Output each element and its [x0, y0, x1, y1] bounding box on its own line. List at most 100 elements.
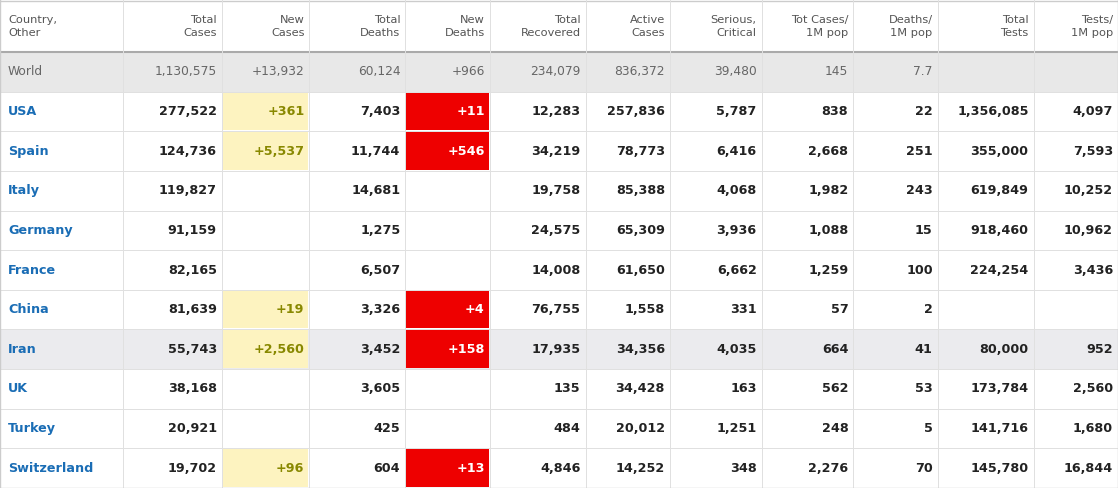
Text: Cases: Cases [271, 28, 304, 38]
Text: 15: 15 [915, 224, 932, 237]
Text: Tot Cases/: Tot Cases/ [790, 15, 849, 25]
Text: 41: 41 [915, 343, 932, 356]
Text: +2,560: +2,560 [254, 343, 304, 356]
Text: +11: +11 [456, 105, 485, 118]
Text: Active: Active [629, 15, 665, 25]
Bar [0, 329, 1118, 369]
Text: 61,650: 61,650 [616, 264, 665, 277]
Bar [222, 449, 309, 487]
Text: 3,605: 3,605 [360, 383, 400, 395]
Text: 4,097: 4,097 [1072, 105, 1114, 118]
Bar [406, 93, 489, 130]
Text: 6,507: 6,507 [360, 264, 400, 277]
Bar [0, 131, 1118, 171]
Text: USA: USA [8, 105, 37, 118]
Text: 4,035: 4,035 [717, 343, 757, 356]
Text: +5,537: +5,537 [254, 144, 304, 158]
Text: 7,403: 7,403 [360, 105, 400, 118]
Bar [222, 93, 309, 130]
Text: 20,921: 20,921 [168, 422, 217, 435]
Text: 34,428: 34,428 [616, 383, 665, 395]
Text: 2,560: 2,560 [1073, 383, 1114, 395]
Text: 163: 163 [730, 383, 757, 395]
Text: Italy: Italy [8, 184, 40, 197]
Text: 135: 135 [553, 383, 580, 395]
Text: 78,773: 78,773 [616, 144, 665, 158]
Text: 5,787: 5,787 [717, 105, 757, 118]
Text: 1,982: 1,982 [808, 184, 849, 197]
Text: 664: 664 [822, 343, 849, 356]
Text: 76,755: 76,755 [531, 303, 580, 316]
Bar [0, 52, 1118, 92]
Text: +96: +96 [276, 462, 304, 475]
Text: 16,844: 16,844 [1063, 462, 1114, 475]
Text: +361: +361 [267, 105, 304, 118]
Text: +13: +13 [456, 462, 485, 475]
Text: Country,: Country, [8, 15, 57, 25]
Text: 4,846: 4,846 [540, 462, 580, 475]
Text: 22: 22 [915, 105, 932, 118]
Text: 331: 331 [730, 303, 757, 316]
Text: 17,935: 17,935 [531, 343, 580, 356]
Bar [0, 369, 1118, 409]
Text: New: New [459, 15, 485, 25]
Text: 124,736: 124,736 [159, 144, 217, 158]
Text: 19,758: 19,758 [531, 184, 580, 197]
Text: +158: +158 [447, 343, 485, 356]
Text: Tests: Tests [1001, 28, 1029, 38]
Text: +13,932: +13,932 [252, 65, 304, 78]
Text: Total: Total [1002, 15, 1029, 25]
Text: 11,744: 11,744 [351, 144, 400, 158]
Text: Switzerland: Switzerland [8, 462, 94, 475]
Text: 24,575: 24,575 [531, 224, 580, 237]
Text: Cases: Cases [632, 28, 665, 38]
Text: 224,254: 224,254 [970, 264, 1029, 277]
Text: 1,356,085: 1,356,085 [957, 105, 1029, 118]
Bar [222, 132, 309, 170]
Text: 425: 425 [373, 422, 400, 435]
Text: 91,159: 91,159 [168, 224, 217, 237]
Text: Iran: Iran [8, 343, 37, 356]
Text: 10,252: 10,252 [1064, 184, 1114, 197]
Text: +546: +546 [447, 144, 485, 158]
Text: 918,460: 918,460 [970, 224, 1029, 237]
Bar [0, 290, 1118, 329]
Text: 145: 145 [825, 65, 849, 78]
Text: 82,165: 82,165 [168, 264, 217, 277]
Text: 562: 562 [822, 383, 849, 395]
Text: Serious,: Serious, [711, 15, 757, 25]
Bar [222, 330, 309, 368]
Text: China: China [8, 303, 49, 316]
Text: 952: 952 [1087, 343, 1114, 356]
Text: 14,008: 14,008 [531, 264, 580, 277]
Text: Deaths: Deaths [360, 28, 400, 38]
Text: World: World [8, 65, 44, 78]
Text: +19: +19 [276, 303, 304, 316]
Text: Total: Total [373, 15, 400, 25]
Text: Total: Total [553, 15, 580, 25]
Text: 277,522: 277,522 [159, 105, 217, 118]
Bar [406, 291, 489, 328]
Bar [0, 409, 1118, 448]
Text: Other: Other [8, 28, 40, 38]
Bar [0, 448, 1118, 488]
Text: Total: Total [190, 15, 217, 25]
Text: 1,680: 1,680 [1073, 422, 1114, 435]
Text: 20,012: 20,012 [616, 422, 665, 435]
Text: 60,124: 60,124 [358, 65, 400, 78]
Text: 1,275: 1,275 [360, 224, 400, 237]
Text: UK: UK [8, 383, 28, 395]
Bar [0, 171, 1118, 210]
Text: Deaths: Deaths [445, 28, 485, 38]
Text: 1M pop: 1M pop [806, 28, 849, 38]
Text: France: France [8, 264, 56, 277]
Text: 251: 251 [906, 144, 932, 158]
Bar [0, 0, 1118, 52]
Text: Recovered: Recovered [521, 28, 580, 38]
Text: 1,251: 1,251 [717, 422, 757, 435]
Text: Spain: Spain [8, 144, 48, 158]
Text: 3,326: 3,326 [360, 303, 400, 316]
Text: +4: +4 [465, 303, 485, 316]
Bar [222, 291, 309, 328]
Text: 10,962: 10,962 [1064, 224, 1114, 237]
